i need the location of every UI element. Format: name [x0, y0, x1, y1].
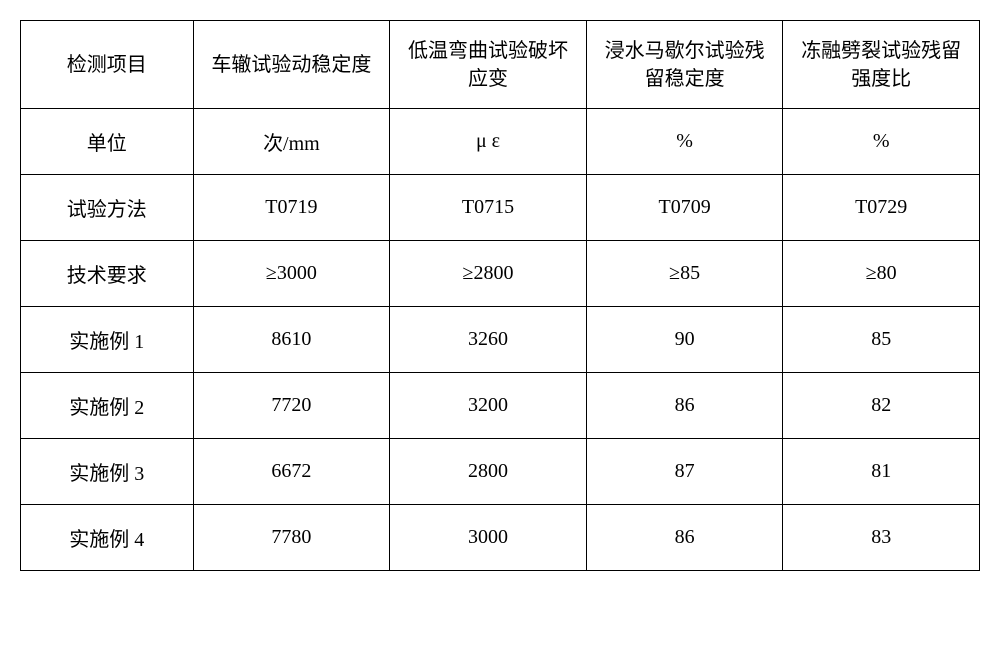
row-label: 技术要求 — [21, 241, 194, 307]
table-row: 单位 次/mm μ ε % % — [21, 109, 980, 175]
table-row: 实施例 4 7780 3000 86 83 — [21, 505, 980, 571]
header-cell-freezethaw: 冻融劈裂试验残留强度比 — [783, 21, 980, 109]
row-label: 实施例 1 — [21, 307, 194, 373]
table-cell: ≥2800 — [390, 241, 587, 307]
table-cell: 86 — [586, 373, 783, 439]
table-cell: 82 — [783, 373, 980, 439]
table-cell: T0729 — [783, 175, 980, 241]
table-cell: 7780 — [193, 505, 390, 571]
row-label: 实施例 2 — [21, 373, 194, 439]
row-label: 试验方法 — [21, 175, 194, 241]
header-cell-item: 检测项目 — [21, 21, 194, 109]
table-container: 检测项目 车辙试验动稳定度 低温弯曲试验破坏应变 浸水马歇尔试验残留稳定度 冻融… — [20, 20, 980, 571]
table-cell: ≥80 — [783, 241, 980, 307]
table-row: 试验方法 T0719 T0715 T0709 T0729 — [21, 175, 980, 241]
table-cell: 6672 — [193, 439, 390, 505]
table-cell: 83 — [783, 505, 980, 571]
row-label: 实施例 3 — [21, 439, 194, 505]
table-cell: 3000 — [390, 505, 587, 571]
table-cell: 3200 — [390, 373, 587, 439]
table-cell: μ ε — [390, 109, 587, 175]
table-cell: 2800 — [390, 439, 587, 505]
header-cell-immersion: 浸水马歇尔试验残留稳定度 — [586, 21, 783, 109]
table-cell: ≥85 — [586, 241, 783, 307]
table-cell: T0709 — [586, 175, 783, 241]
table-cell: T0715 — [390, 175, 587, 241]
row-label: 单位 — [21, 109, 194, 175]
table-cell: 7720 — [193, 373, 390, 439]
table-cell: % — [783, 109, 980, 175]
table-cell: T0719 — [193, 175, 390, 241]
data-table: 检测项目 车辙试验动稳定度 低温弯曲试验破坏应变 浸水马歇尔试验残留稳定度 冻融… — [20, 20, 980, 571]
table-cell: 81 — [783, 439, 980, 505]
table-cell: 86 — [586, 505, 783, 571]
table-row: 实施例 3 6672 2800 87 81 — [21, 439, 980, 505]
table-row: 技术要求 ≥3000 ≥2800 ≥85 ≥80 — [21, 241, 980, 307]
table-header-row: 检测项目 车辙试验动稳定度 低温弯曲试验破坏应变 浸水马歇尔试验残留稳定度 冻融… — [21, 21, 980, 109]
table-cell: 87 — [586, 439, 783, 505]
table-row: 实施例 1 8610 3260 90 85 — [21, 307, 980, 373]
table-cell: 3260 — [390, 307, 587, 373]
row-label: 实施例 4 — [21, 505, 194, 571]
table-cell: 90 — [586, 307, 783, 373]
table-cell: ≥3000 — [193, 241, 390, 307]
table-row: 实施例 2 7720 3200 86 82 — [21, 373, 980, 439]
header-cell-rut: 车辙试验动稳定度 — [193, 21, 390, 109]
table-cell: 次/mm — [193, 109, 390, 175]
table-cell: 8610 — [193, 307, 390, 373]
table-cell: 85 — [783, 307, 980, 373]
table-cell: % — [586, 109, 783, 175]
header-cell-lowtemp: 低温弯曲试验破坏应变 — [390, 21, 587, 109]
